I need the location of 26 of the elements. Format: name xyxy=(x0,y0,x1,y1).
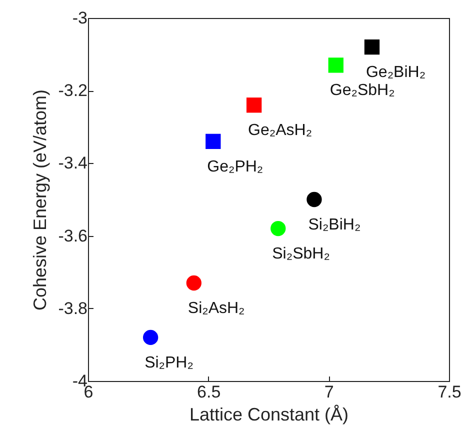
x-tick-label: 7.5 xyxy=(438,382,462,402)
series-label: Si₂BiH₂ xyxy=(308,216,361,234)
point xyxy=(206,134,221,150)
point xyxy=(142,330,158,346)
x-tick-label: 6.5 xyxy=(197,382,221,402)
point xyxy=(186,275,202,291)
y-tick-label: -3 xyxy=(72,8,88,28)
series-label: Si₂SbH₂ xyxy=(272,246,330,263)
point xyxy=(364,39,380,55)
point xyxy=(270,220,286,236)
x-axis-title: Lattice Constant (Å) xyxy=(189,404,349,424)
series-label: Ge₂SbH₂ xyxy=(330,82,395,100)
series-label: Si₂PH₂ xyxy=(144,354,194,372)
y-tick-label: -3.4 xyxy=(58,154,88,173)
point xyxy=(328,58,344,73)
point xyxy=(246,98,262,113)
x-tick-label: 7 xyxy=(324,382,334,402)
series-label: Ge₂BiH₂ xyxy=(366,64,426,82)
point xyxy=(306,192,322,208)
series-label: Ge₂PH₂ xyxy=(207,158,264,176)
y-tick-label: -3.8 xyxy=(58,298,88,318)
y-axis-title: Cohesive Energy (eV/atom) xyxy=(30,89,50,311)
y-tick-label: -3.6 xyxy=(58,226,88,246)
series-label: Si₂AsH₂ xyxy=(188,300,245,317)
series-label: Ge₂AsH₂ xyxy=(248,122,312,140)
y-tick-label: -3.2 xyxy=(58,81,88,100)
